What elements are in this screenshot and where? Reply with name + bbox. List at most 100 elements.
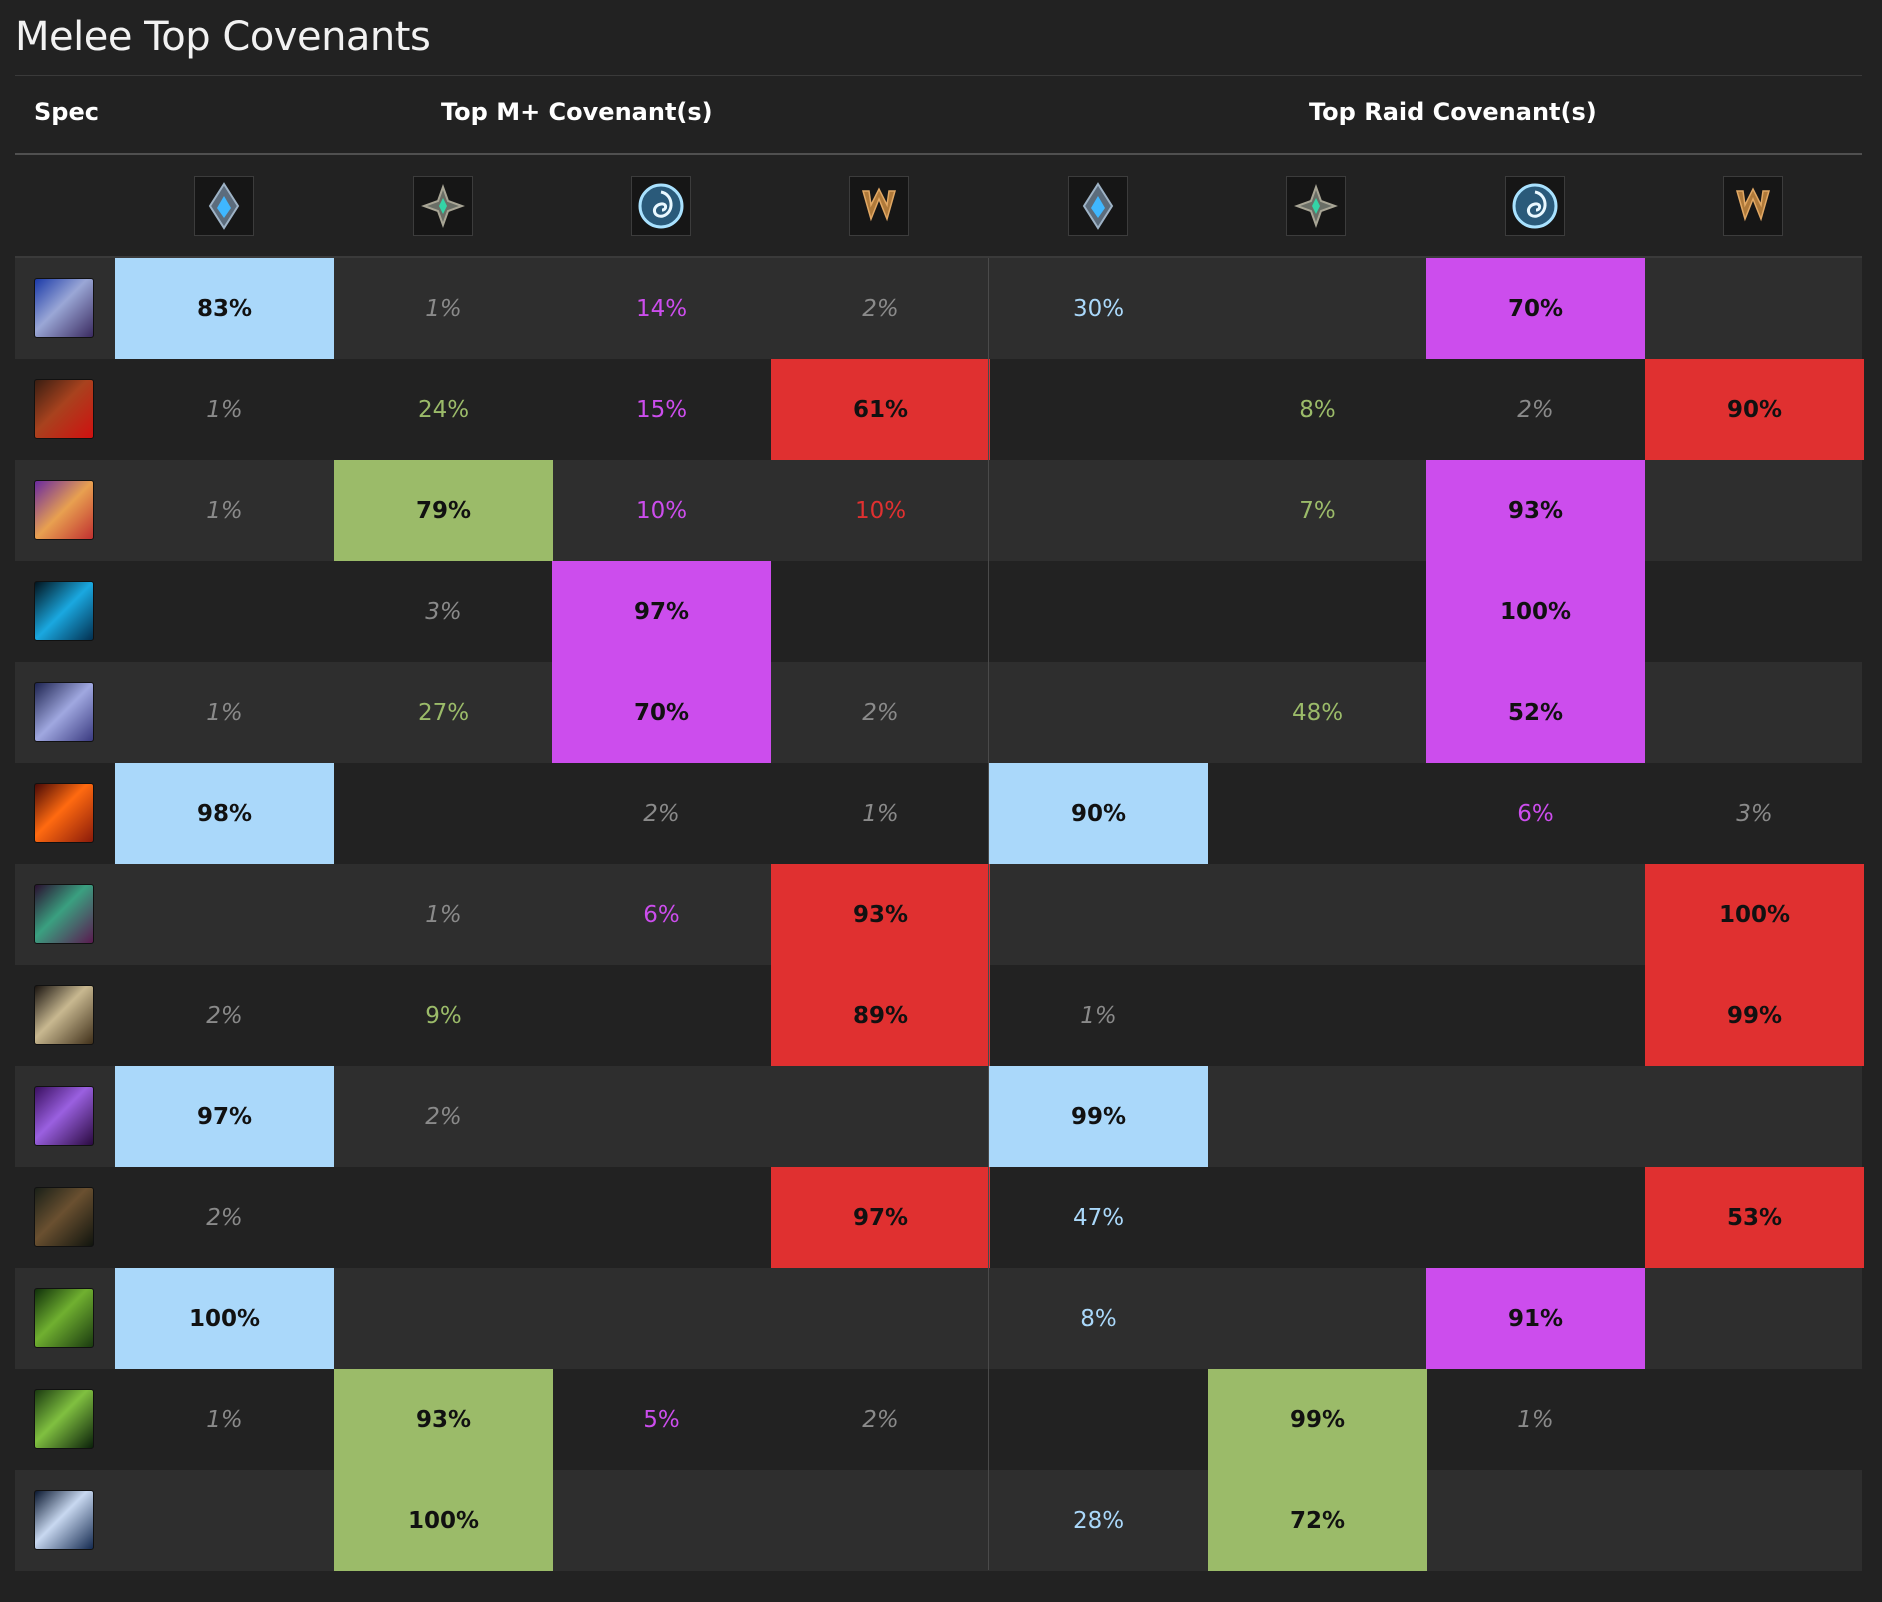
mplus-cell-venthyr: 1% [862,800,899,827]
raid-cell-necrolord: 93% [1426,460,1645,561]
raid-cell-venthyr: 100% [1645,864,1864,965]
raid-cell-kyrian: 99% [989,1066,1208,1167]
mplus-cell-night-fae: 79% [334,460,553,561]
mplus-cell-necrolord: 2% [643,800,680,827]
mplus-cell-night-fae: 9% [425,1002,462,1029]
mplus-cell-night-fae [334,1167,553,1268]
spec-feral-druid-icon [34,1389,94,1449]
raid-cell-night-fae [1208,763,1427,864]
mplus-cell-necrolord: 6% [643,901,680,928]
venthyr-icon [1723,176,1783,236]
mplus-cell-necrolord: 70% [552,662,771,763]
mplus-cell-night-fae: 24% [417,396,470,423]
header-top-raid-covenants: Top Raid Covenant(s) [1309,98,1597,126]
raid-cell-night-fae [1208,1268,1427,1369]
spec-havoc-demon-hunter-icon [34,884,94,944]
mplus-cell-night-fae: 93% [334,1369,553,1470]
raid-cell-kyrian: 8% [1080,1305,1117,1332]
mplus-cell-venthyr: 61% [771,359,990,460]
raid-cell-night-fae [1208,864,1427,965]
spec-unholy-death-knight-icon [34,783,94,843]
raid-cell-necrolord: 100% [1426,561,1645,662]
raid-cell-necrolord: 1% [1517,1406,1554,1433]
raid-cell-kyrian [989,864,1208,965]
raid-cell-necrolord [1426,1066,1645,1167]
table-row: 2% 9% 89% 1% 99% [15,965,1864,1066]
mplus-cell-kyrian: 100% [115,1268,334,1369]
raid-cell-necrolord: 91% [1426,1268,1645,1369]
mplus-cell-night-fae: 3% [425,598,462,625]
raid-cell-necrolord: 70% [1426,258,1645,359]
mplus-cell-night-fae [334,1268,553,1369]
mplus-cell-necrolord: 15% [635,396,688,423]
table-row: 2% 97% 47% 53% [15,1167,1864,1268]
raid-cell-venthyr [1645,1268,1864,1369]
raid-cell-kyrian: 47% [1072,1204,1125,1231]
kyrian-icon [194,176,254,236]
raid-cell-night-fae: 7% [1299,497,1336,524]
spec-outlaw-rogue-icon [34,985,94,1045]
header-spec: Spec [34,98,99,126]
mplus-cell-necrolord [552,1470,771,1571]
mplus-cell-kyrian [115,864,334,965]
mplus-cell-venthyr: 2% [862,699,899,726]
spec-fury-warrior-icon [34,379,94,439]
raid-cell-kyrian [989,1369,1208,1470]
raid-cell-night-fae [1208,965,1427,1066]
necrolord-icon [1505,176,1565,236]
raid-cell-kyrian: 1% [1080,1002,1117,1029]
raid-cell-venthyr: 3% [1736,800,1773,827]
mplus-cell-kyrian: 2% [206,1204,243,1231]
mplus-cell-venthyr [771,1268,990,1369]
night-fae-icon [413,176,473,236]
mplus-cell-venthyr: 89% [771,965,990,1066]
mplus-cell-kyrian: 1% [206,497,243,524]
mplus-cell-necrolord: 14% [635,295,688,322]
mplus-cell-venthyr: 97% [771,1167,990,1268]
necrolord-icon [631,176,691,236]
mplus-cell-necrolord [552,1268,771,1369]
mplus-cell-necrolord: 97% [552,561,771,662]
raid-cell-kyrian: 90% [989,763,1208,864]
raid-cell-night-fae: 48% [1291,699,1344,726]
raid-cell-venthyr: 53% [1645,1167,1864,1268]
raid-cell-night-fae [1208,561,1427,662]
mplus-cell-night-fae: 1% [425,901,462,928]
mplus-cell-night-fae: 100% [334,1470,553,1571]
mplus-cell-kyrian: 98% [115,763,334,864]
mplus-cell-night-fae: 2% [425,1103,462,1130]
spec-windwalker-monk-icon [34,1490,94,1550]
raid-cell-venthyr: 99% [1645,965,1864,1066]
mplus-cell-venthyr: 2% [862,295,899,322]
mplus-cell-venthyr: 10% [854,497,907,524]
mplus-cell-kyrian [115,561,334,662]
venthyr-icon [849,176,909,236]
mplus-cell-venthyr [771,1066,990,1167]
spec-assassination-rogue-icon [34,1086,94,1146]
table-row: 1% 93% 5% 2% 99% 1% [15,1369,1862,1470]
raid-cell-kyrian [989,561,1208,662]
mplus-cell-necrolord [552,1066,771,1167]
mplus-cell-kyrian: 83% [115,258,334,359]
mplus-cell-necrolord: 10% [635,497,688,524]
raid-cell-kyrian [989,359,1208,460]
raid-cell-necrolord [1426,965,1645,1066]
table-row: 83% 1% 14% 2% 30% 70% [15,258,1862,359]
mplus-cell-kyrian: 2% [206,1002,243,1029]
raid-cell-venthyr [1645,1470,1864,1571]
mplus-cell-venthyr [771,561,990,662]
title-divider [15,75,1862,76]
raid-cell-venthyr [1645,561,1864,662]
header-top-mplus-covenants: Top M+ Covenant(s) [441,98,713,126]
table-row: 100% 8% 91% [15,1268,1862,1369]
mplus-cell-kyrian: 1% [206,1406,243,1433]
raid-cell-venthyr [1645,1369,1864,1470]
table-row: 98% 2% 1% 90% 6% 3% [15,763,1862,864]
page-title: Melee Top Covenants [15,14,431,60]
spec-subtlety-rogue-icon [34,1187,94,1247]
mplus-cell-necrolord [552,965,771,1066]
table-row: 1% 24% 15% 61% 8% 2% 90% [15,359,1864,460]
table-row: 3% 97% 100% [15,561,1862,662]
table-row: 100% 28% 72% [15,1470,1862,1571]
raid-cell-kyrian: 28% [1072,1507,1125,1534]
